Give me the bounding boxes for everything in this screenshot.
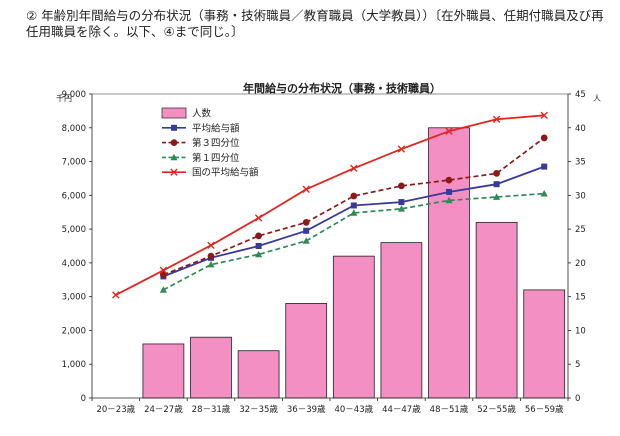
chart-title: 年間給与の分布状況（事務・技術職員） <box>243 81 441 95</box>
bar-2 <box>190 336 232 399</box>
y-left-tick-label-2: 2,000 <box>62 326 86 336</box>
series-3-point-2 <box>207 241 215 250</box>
x-tick-label-6: 44－47歳 <box>382 404 421 415</box>
series-1-point-7 <box>445 176 453 184</box>
bar-4 <box>285 303 328 399</box>
series-2-point-8 <box>493 193 501 200</box>
series-2-point-6 <box>397 205 405 212</box>
y-right-tick-label-1: 5 <box>575 360 580 370</box>
y-left-tick-label-9: 9,000 <box>62 90 86 100</box>
x-tick-label-9: 56－59歳 <box>525 404 564 415</box>
y-right-tick-label-3: 15 <box>575 293 586 303</box>
x-tick-label-0: 20－23歳 <box>96 404 135 415</box>
series-3-point-5 <box>350 164 358 173</box>
legend-marker-4 <box>170 168 178 176</box>
series-line-3 <box>115 114 545 296</box>
page-heading: ② 年齢別年間給与の分布状況（事務・技術職員／教育職員（大学教員））〔在外職員、… <box>26 8 604 39</box>
series-2-point-1 <box>159 286 167 293</box>
series-1-point-4 <box>302 218 310 226</box>
series-3-point-7 <box>445 127 453 135</box>
x-tick-label-5: 40－43歳 <box>334 404 373 415</box>
y-left-tick-label-6: 6,000 <box>62 191 86 201</box>
series-line-1 <box>163 137 545 276</box>
series-3-point-8 <box>492 115 501 124</box>
legend-label-4: 国の平均給与額 <box>192 167 259 179</box>
series-2-point-7 <box>445 196 453 204</box>
series-3-point-4 <box>302 185 310 193</box>
y-right-tick-label-4: 20 <box>575 259 586 269</box>
series-3-point-3 <box>254 214 263 222</box>
series-2-point-2 <box>207 260 215 268</box>
legend-label-0: 人数 <box>192 108 212 120</box>
series-0-point-7 <box>446 188 452 195</box>
series-0-point-9 <box>541 163 548 170</box>
x-tick-label-4: 36－39歳 <box>287 404 326 415</box>
y-left-tick-label-0: 0 <box>81 394 86 404</box>
legend-swatch-0 <box>161 107 187 119</box>
series-1-point-3 <box>255 232 262 240</box>
y-left-tick-label-5: 5,000 <box>62 225 86 235</box>
series-1-point-2 <box>207 252 215 260</box>
x-tick-label-2: 28－31歳 <box>192 404 231 415</box>
series-3-point-0 <box>112 291 120 299</box>
series-1-point-6 <box>398 182 405 190</box>
bar-7 <box>428 127 470 399</box>
legend-label-2: 第３四分位 <box>192 137 240 149</box>
legend-marker-2 <box>170 139 178 147</box>
series-1-point-1 <box>160 271 167 279</box>
bar-8 <box>475 221 518 399</box>
x-tick-label-1: 24－27歳 <box>144 404 183 415</box>
y-right-tick-label-6: 30 <box>575 191 586 201</box>
legend-marker-1 <box>171 124 177 131</box>
series-0-point-6 <box>398 199 405 206</box>
bar-6 <box>380 242 423 399</box>
y-right-tick-label-8: 40 <box>575 124 586 134</box>
series-0-point-4 <box>303 227 310 234</box>
y-right-tick-label-5: 25 <box>575 225 586 235</box>
bar-5 <box>332 255 375 399</box>
series-3-point-9 <box>540 111 548 119</box>
y-right-tick-label-7: 35 <box>575 158 586 168</box>
y-left-tick-label-3: 3,000 <box>62 293 86 303</box>
y-left-unit: 千円 <box>56 93 72 103</box>
bar-3 <box>237 350 280 399</box>
series-2-point-5 <box>350 209 358 216</box>
legend-label-1: 平均給与額 <box>192 122 240 134</box>
y-right-tick-label-0: 0 <box>575 394 580 404</box>
series-1-point-9 <box>540 134 548 142</box>
series-0-point-3 <box>255 243 262 249</box>
series-3-point-1 <box>159 266 168 275</box>
y-right-tick-label-2: 10 <box>575 326 586 336</box>
y-right-tick-label-9: 45 <box>575 90 586 100</box>
x-tick-label-7: 48－51歳 <box>430 404 469 415</box>
series-0-point-8 <box>493 181 500 188</box>
bar-9 <box>523 289 566 399</box>
series-2-point-4 <box>302 237 310 244</box>
legend-marker-3 <box>170 153 178 161</box>
series-1-point-5 <box>350 192 358 200</box>
y-left-tick-label-8: 8,000 <box>62 124 86 134</box>
x-tick-label-3: 32－35歳 <box>239 404 278 415</box>
y-left-tick-label-4: 4,000 <box>62 259 86 269</box>
y-left-tick-label-1: 1,000 <box>62 360 86 370</box>
series-1-point-8 <box>493 169 500 177</box>
y-right-unit: 人 <box>593 94 601 103</box>
series-2-point-3 <box>255 250 263 258</box>
bar-1 <box>142 343 185 399</box>
legend-label-3: 第１四分位 <box>192 152 240 164</box>
y-left-tick-label-7: 7,000 <box>62 158 86 168</box>
x-tick-label-8: 52－55歳 <box>477 404 516 415</box>
series-2-point-9 <box>540 190 548 197</box>
series-3-point-6 <box>397 145 406 153</box>
series-0-point-5 <box>350 202 357 209</box>
